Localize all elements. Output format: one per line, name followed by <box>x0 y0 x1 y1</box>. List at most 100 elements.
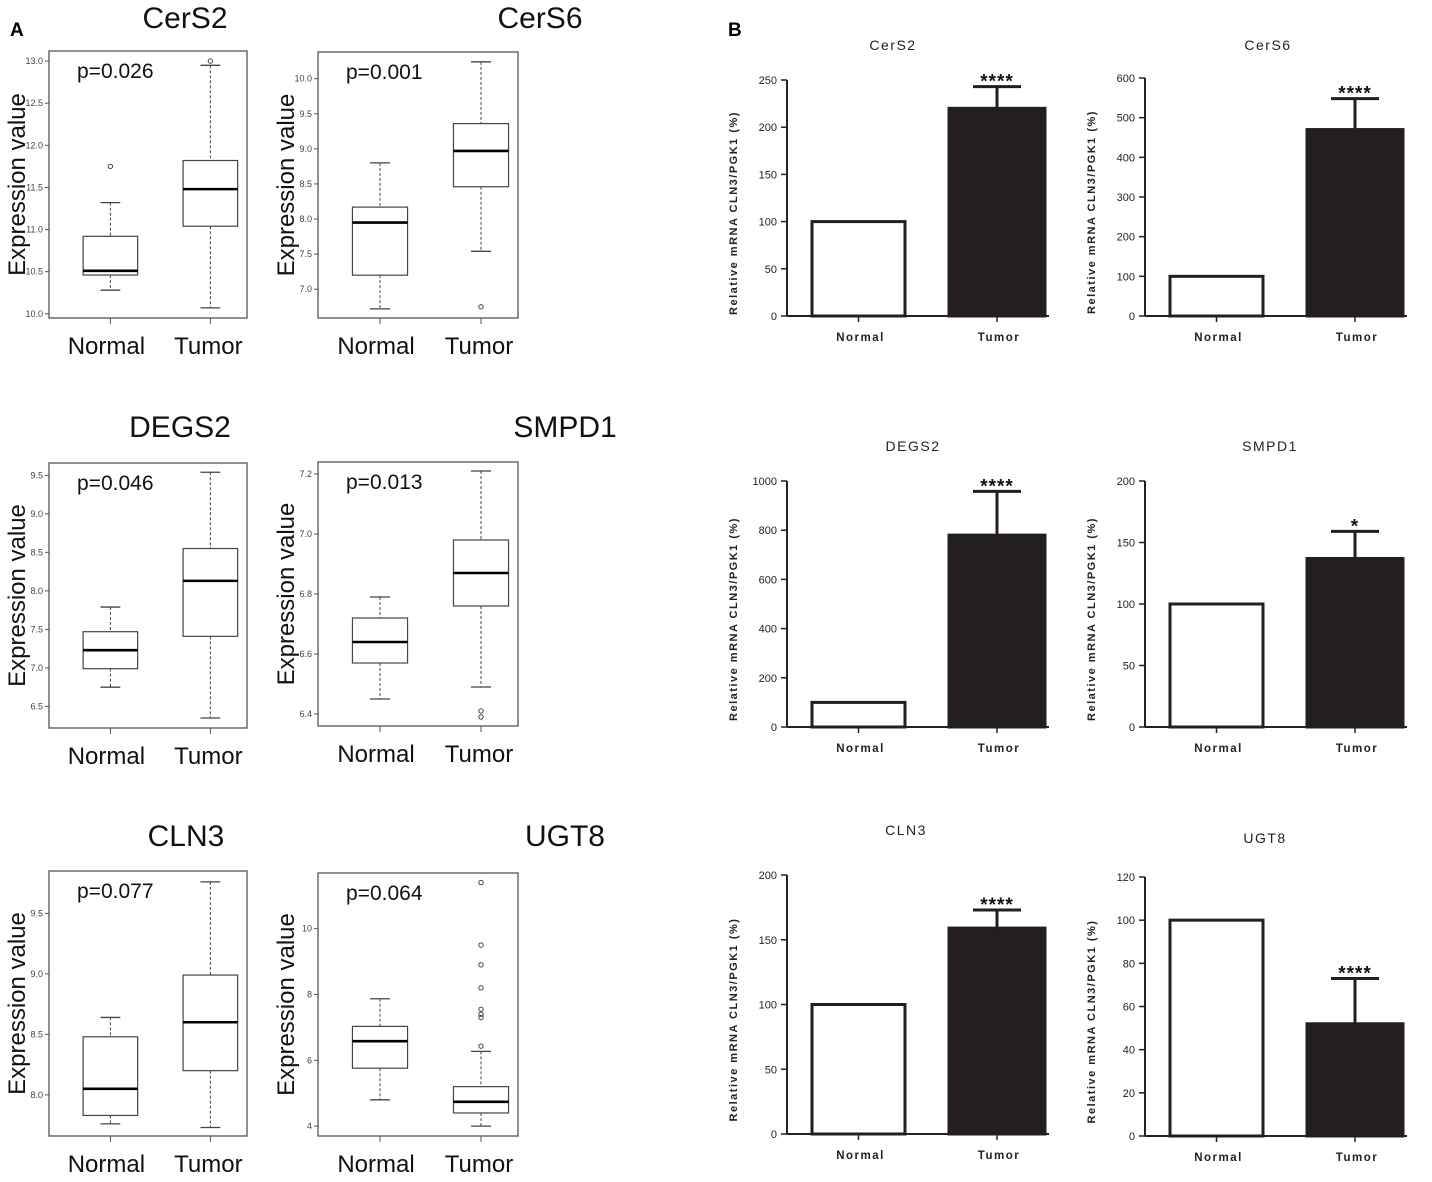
chart-a-cln3: CLN3 p=0.077 Expression value 8.0 8.5 9.0 9.5 N… <box>4 820 248 1178</box>
iqr-box <box>351 206 409 276</box>
plot-frame <box>48 462 248 729</box>
outlier-point <box>478 1043 484 1049</box>
y-tick-label: 8.0 <box>299 214 312 224</box>
box-tumor <box>182 881 239 1129</box>
y-axis-label: Expression value <box>4 504 31 687</box>
y-tick-label: 6.5 <box>30 701 43 711</box>
y-tick-label: 100 <box>1117 599 1135 611</box>
y-tick-label: 9.0 <box>30 969 43 979</box>
p-value: p=0.013 <box>346 471 423 494</box>
x-category-label: Tumor <box>174 333 242 360</box>
p-value: p=0.001 <box>346 61 423 84</box>
y-tick-label: 600 <box>759 574 777 586</box>
chart-title: CerS6 <box>1244 37 1291 53</box>
y-tick-label: 10.0 <box>294 74 312 84</box>
x-category-label: Tumor <box>1336 743 1378 755</box>
y-tick-label: 9.0 <box>30 509 43 519</box>
iqr-box <box>82 235 139 276</box>
chart-a-cers6: CerS6 p=0.001 Expression value 7.0 7.5 8.0 8.5… <box>273 2 583 360</box>
chart-title: DEGS2 <box>129 411 231 444</box>
box-tumor <box>452 470 510 720</box>
y-tick-label: 0 <box>1129 722 1135 734</box>
y-tick-label: 50 <box>765 264 777 276</box>
iqr-box <box>182 159 239 227</box>
significance-stars: * <box>1351 516 1359 537</box>
y-tick-label: 8.5 <box>30 1029 43 1039</box>
outlier-point <box>207 58 214 64</box>
significance-stars: **** <box>980 72 1014 93</box>
y-tick-label: 6.8 <box>299 589 312 599</box>
y-tick-label: 12.5 <box>25 98 43 108</box>
y-tick-label: 7.0 <box>299 529 312 539</box>
y-tick-label: 0 <box>771 722 777 734</box>
x-category-label: Normal <box>836 1150 885 1162</box>
chart-title: CLN3 <box>148 820 225 853</box>
y-axis-label: Relative mRNA CLN3/PGK1 (%) <box>1086 517 1098 721</box>
box-tumor <box>182 58 239 309</box>
y-tick-label: 7.5 <box>30 624 43 634</box>
chart-b-smpd1: SMPD1 Relative mRNA CLN3/PGK1 (%) 0 50 100 15… <box>1086 438 1407 755</box>
y-tick-label: 8.5 <box>299 179 312 189</box>
y-tick-label: 8.5 <box>30 547 43 557</box>
chart-title: CerS2 <box>869 37 916 53</box>
bar-normal <box>810 700 907 729</box>
y-axis-label: Expression value <box>273 94 300 277</box>
chart-title: UGT8 <box>525 820 605 853</box>
y-tick-label: 4 <box>307 1121 312 1131</box>
y-tick-label: 7.5 <box>299 249 312 259</box>
y-tick-label: 9.5 <box>299 109 312 119</box>
chart-a-smpd1: SMPD1 p=0.013 Expression value 6.4 6.6 6.8 7.0… <box>273 411 617 768</box>
x-category-label: Tumor <box>445 1151 513 1178</box>
y-tick-label: 8 <box>307 989 312 999</box>
significance-stars: **** <box>980 895 1014 916</box>
y-tick-label: 6 <box>307 1055 312 1065</box>
x-category-label: Tumor <box>445 741 513 768</box>
y-tick-label: 9.0 <box>299 144 312 154</box>
chart-b-ugt8: UGT8 Relative mRNA CLN3/PGK1 (%) 0 20 40 60 80… <box>1086 830 1407 1164</box>
y-tick-label: 400 <box>759 624 777 636</box>
y-tick-label: 60 <box>1123 1002 1135 1014</box>
outlier-point <box>478 985 484 991</box>
x-category-label: Tumor <box>174 1151 242 1178</box>
y-tick-label: 50 <box>1123 661 1135 673</box>
y-tick-label: 9.5 <box>30 470 43 480</box>
outlier-point <box>478 1014 484 1021</box>
box-tumor <box>452 61 510 310</box>
chart-a-cers2: CerS2 p=0.026 Expression value 10.0 10.5 11.0… <box>4 2 248 360</box>
significance-stars: **** <box>1338 84 1372 105</box>
x-category-label: Normal <box>1194 1152 1243 1164</box>
outlier-point <box>478 714 484 720</box>
outlier-point <box>478 942 484 948</box>
y-tick-label: 0 <box>771 311 777 323</box>
bar-normal <box>810 1003 907 1136</box>
x-category-label: Normal <box>836 332 885 344</box>
y-tick-label: 500 <box>1117 113 1135 125</box>
p-value: p=0.064 <box>346 882 423 905</box>
chart-b-degs2: DEGS2 Relative mRNA CLN3/PGK1 (%) 0 200 400 6… <box>728 438 1049 755</box>
box-normal <box>82 606 139 688</box>
y-tick-label: 200 <box>759 673 777 685</box>
y-axis-label: Expression value <box>273 503 300 686</box>
y-tick-label: 100 <box>1117 271 1135 283</box>
box-normal <box>82 163 139 291</box>
y-tick-label: 0 <box>1129 1131 1135 1143</box>
chart-a-degs2: DEGS2 p=0.046 Expression value 6.5 7.0 7.5 8.0… <box>4 411 248 770</box>
y-tick-label: 8.0 <box>30 586 43 596</box>
y-tick-label: 9.5 <box>30 908 43 918</box>
y-tick-label: 11.5 <box>26 182 43 192</box>
chart-b-cers2: CerS2 Relative mRNA CLN3/PGK1 (%) 0 50 100 15… <box>728 37 1049 344</box>
iqr-box <box>182 547 239 637</box>
x-category-label: Normal <box>1194 332 1243 344</box>
x-category-label: Normal <box>68 333 145 360</box>
y-tick-label: 120 <box>1117 872 1135 884</box>
x-category-label: Normal <box>68 743 145 770</box>
p-value: p=0.046 <box>77 472 154 495</box>
x-category-label: Tumor <box>174 743 242 770</box>
y-tick-label: 200 <box>1117 232 1135 244</box>
y-tick-label: 50 <box>765 1064 777 1076</box>
y-tick-label: 10.0 <box>25 309 43 319</box>
y-tick-label: 10.5 <box>25 267 43 277</box>
y-tick-label: 1000 <box>753 476 777 488</box>
y-axis-label: Relative mRNA CLN3/PGK1 (%) <box>728 111 740 315</box>
